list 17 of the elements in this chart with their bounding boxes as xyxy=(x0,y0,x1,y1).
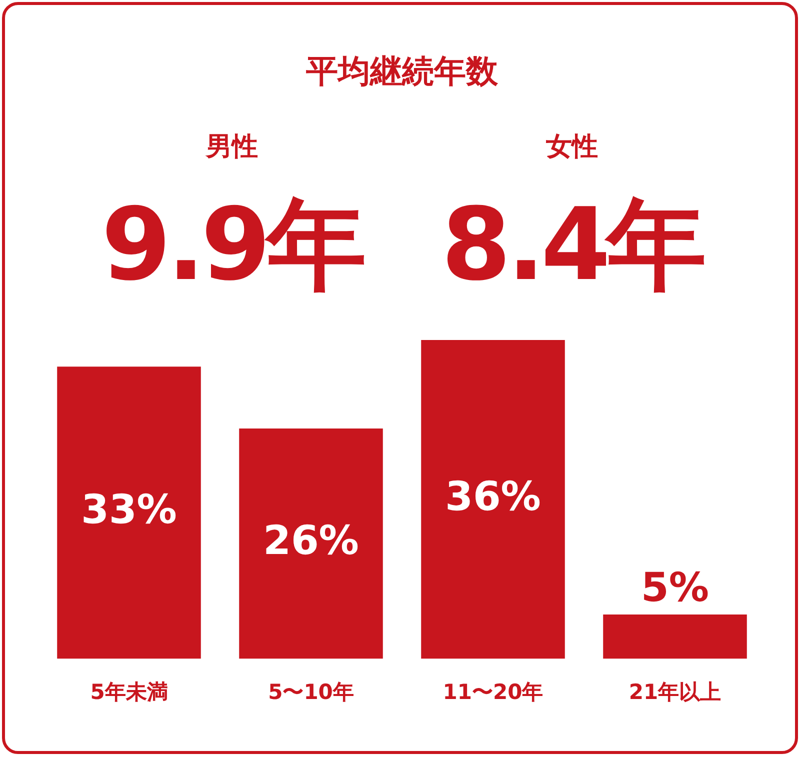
x-tick-label: 21年以上 xyxy=(628,680,722,704)
data-label: 36% xyxy=(445,474,541,520)
data-label: 5% xyxy=(641,564,709,611)
bar xyxy=(57,366,201,659)
bar xyxy=(239,428,383,659)
x-tick-label: 5〜10年 xyxy=(268,680,354,704)
bar xyxy=(603,614,747,659)
text: 8.4年 xyxy=(440,185,704,305)
text: 男性 xyxy=(204,131,259,164)
x-tick-label: 11〜20年 xyxy=(442,680,544,704)
text: 女性 xyxy=(545,131,599,164)
data-label: 26% xyxy=(263,518,359,564)
x-tick-label: 5年未満 xyxy=(90,680,168,704)
text: 9.9年 xyxy=(100,185,364,305)
chart-title: 平均継続年数 xyxy=(305,51,499,92)
bar xyxy=(421,340,565,659)
data-label: 33% xyxy=(81,487,177,534)
